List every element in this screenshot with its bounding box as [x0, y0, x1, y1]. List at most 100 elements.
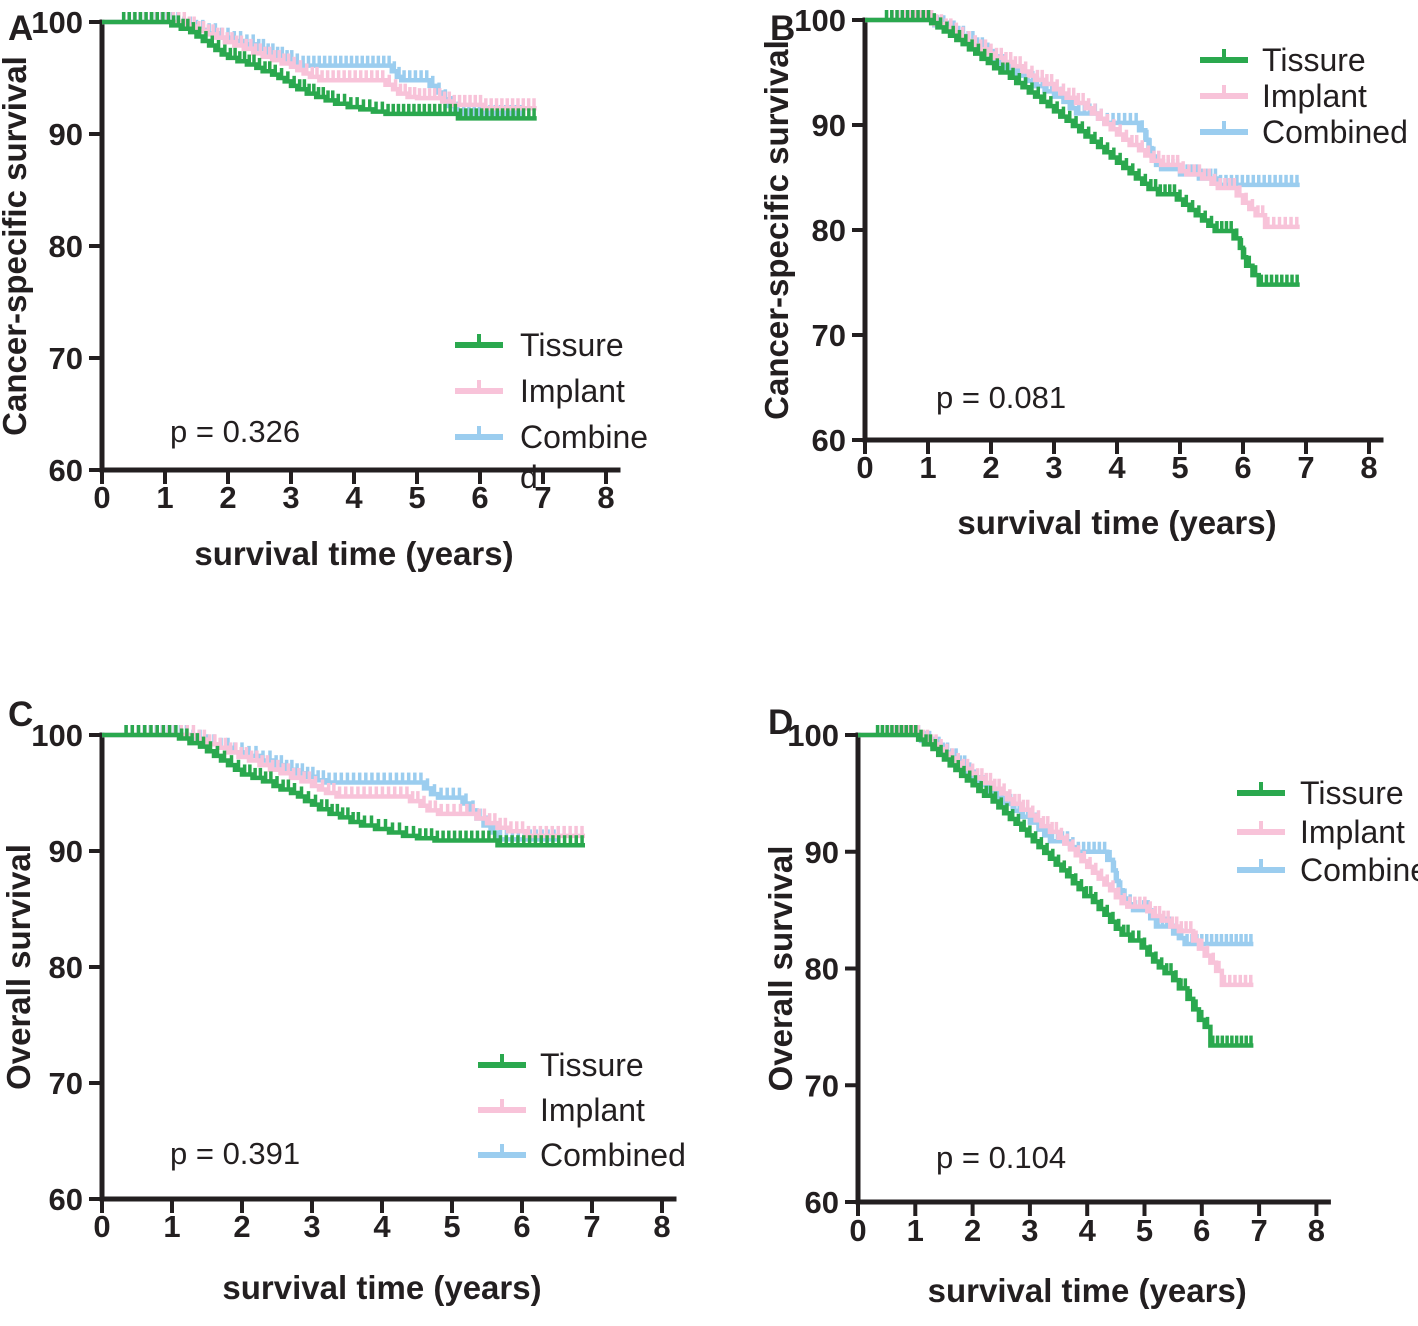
x-axis-title: survival time (years)	[222, 1269, 541, 1306]
legend-label: Tissure	[520, 327, 624, 363]
x-tick-label: 1	[156, 480, 173, 515]
x-tick-label: 8	[1308, 1213, 1325, 1248]
survival-curve	[102, 19, 537, 111]
legend-label: Combine	[520, 419, 648, 455]
legend-label: Implant	[1262, 78, 1367, 114]
x-tick-label: 1	[907, 1213, 924, 1248]
y-tick-label: 70	[805, 1068, 839, 1103]
panel-C: C 60 70 80 90 100 0 1 2 3 4 5 6 7 8 Overall survival sur…	[0, 695, 686, 1306]
panel-A: A 60 70 80 90 100 0 1 2 3 4 5 6 7 8 Cancer-specific sur…	[0, 5, 648, 572]
x-tick-label: 7	[583, 1209, 600, 1244]
y-tick-label: 70	[812, 318, 846, 353]
survival-curve	[102, 732, 585, 839]
x-tick-label: 0	[849, 1213, 866, 1248]
axes	[855, 732, 1331, 1205]
x-tick-label: 8	[653, 1209, 670, 1244]
series-tissure	[102, 12, 537, 121]
legend-label: d	[520, 459, 538, 495]
y-tick-label: 100	[31, 718, 83, 753]
x-tick-label: 8	[1360, 450, 1377, 485]
y-tick-label: 60	[812, 423, 846, 458]
x-tick-label: 6	[1234, 450, 1251, 485]
y-tick-label: 90	[49, 834, 83, 869]
x-tick-label: 4	[1108, 450, 1126, 485]
x-tick-label: 0	[856, 450, 873, 485]
x-tick-label: 7	[1250, 1213, 1267, 1248]
x-tick-label: 2	[982, 450, 999, 485]
x-tick-label: 6	[1193, 1213, 1210, 1248]
x-tick-label: 1	[919, 450, 936, 485]
x-tick-label: 0	[93, 1209, 110, 1244]
y-tick-label: 100	[794, 3, 846, 38]
panel-letter-D: D	[768, 703, 793, 742]
x-tick-label: 4	[1079, 1213, 1097, 1248]
x-tick-label: 2	[219, 480, 236, 515]
x-axis-title: survival time (years)	[194, 535, 513, 572]
legend-label: Combined	[1300, 852, 1418, 888]
x-tick-label: 7	[1297, 450, 1314, 485]
y-tick-label: 80	[49, 950, 83, 985]
survival-curve	[865, 17, 1300, 287]
y-tick-label: 70	[49, 1066, 83, 1101]
y-tick-label: 80	[812, 213, 846, 248]
x-tick-label: 5	[443, 1209, 460, 1244]
y-tick-label: 90	[812, 108, 846, 143]
panel-B: B 60 70 80 90 100 0 1 2 3 4 5 6 7 8 Cancer-specific sur…	[758, 3, 1408, 541]
panel-letter-C: C	[8, 695, 33, 734]
x-tick-label: 5	[408, 480, 425, 515]
x-tick-label: 5	[1136, 1213, 1153, 1248]
series-tissure	[102, 725, 585, 848]
x-tick-label: 5	[1171, 450, 1188, 485]
y-tick-label: 90	[49, 117, 83, 152]
legend-label: Combined	[1262, 114, 1408, 150]
x-tick-label: 0	[93, 480, 110, 515]
y-tick-label: 90	[805, 835, 839, 870]
legend-label: Implant	[520, 373, 625, 409]
y-axis-title: Overall survival	[762, 846, 799, 1092]
x-axis-title: survival time (years)	[957, 504, 1276, 541]
series-combined	[858, 725, 1254, 947]
x-tick-label: 1	[163, 1209, 180, 1244]
y-tick-label: 80	[805, 952, 839, 987]
x-tick-label: 3	[303, 1209, 320, 1244]
series-tissure	[858, 725, 1254, 1048]
y-axis-title: Overall survival	[0, 844, 37, 1090]
panel-letter-A: A	[8, 9, 33, 48]
legend-label: Implant	[540, 1092, 645, 1128]
legend-label: Tissure	[1262, 42, 1366, 78]
survival-curve	[858, 732, 1254, 1048]
survival-curve	[102, 19, 537, 121]
y-tick-label: 60	[49, 453, 83, 488]
series-tissure	[865, 10, 1300, 287]
y-axis-title: Cancer-specific survival	[758, 40, 795, 420]
y-tick-label: 80	[49, 229, 83, 264]
legend-label: Implant	[1300, 814, 1405, 850]
y-tick-label: 60	[49, 1182, 83, 1217]
legend: Tissure Implant Combine d	[455, 327, 648, 495]
x-tick-label: 6	[513, 1209, 530, 1244]
p-value: p = 0.391	[170, 1136, 300, 1171]
x-tick-label: 7	[534, 480, 551, 515]
x-tick-label: 3	[1045, 450, 1062, 485]
x-tick-label: 2	[233, 1209, 250, 1244]
legend-label: Tissure	[540, 1047, 644, 1083]
x-tick-label: 8	[597, 480, 614, 515]
axes	[99, 732, 677, 1202]
x-tick-label: 2	[964, 1213, 981, 1248]
p-value: p = 0.326	[170, 414, 300, 449]
x-tick-label: 3	[282, 480, 299, 515]
x-axis-title: survival time (years)	[928, 1272, 1247, 1309]
legend: Tissure Implant Combined	[478, 1047, 686, 1173]
x-tick-label: 4	[373, 1209, 391, 1244]
series-implant	[865, 10, 1300, 230]
y-tick-label: 100	[787, 718, 839, 753]
y-tick-label: 100	[31, 5, 83, 40]
x-tick-label: 4	[345, 480, 363, 515]
panel-D: D 60 70 80 90 100 0 1 2 3 4 5 6 7 8 Overall survival sur…	[762, 703, 1418, 1309]
legend-label: Combined	[540, 1137, 686, 1173]
x-tick-label: 3	[1021, 1213, 1038, 1248]
panel-letter-B: B	[770, 9, 795, 48]
